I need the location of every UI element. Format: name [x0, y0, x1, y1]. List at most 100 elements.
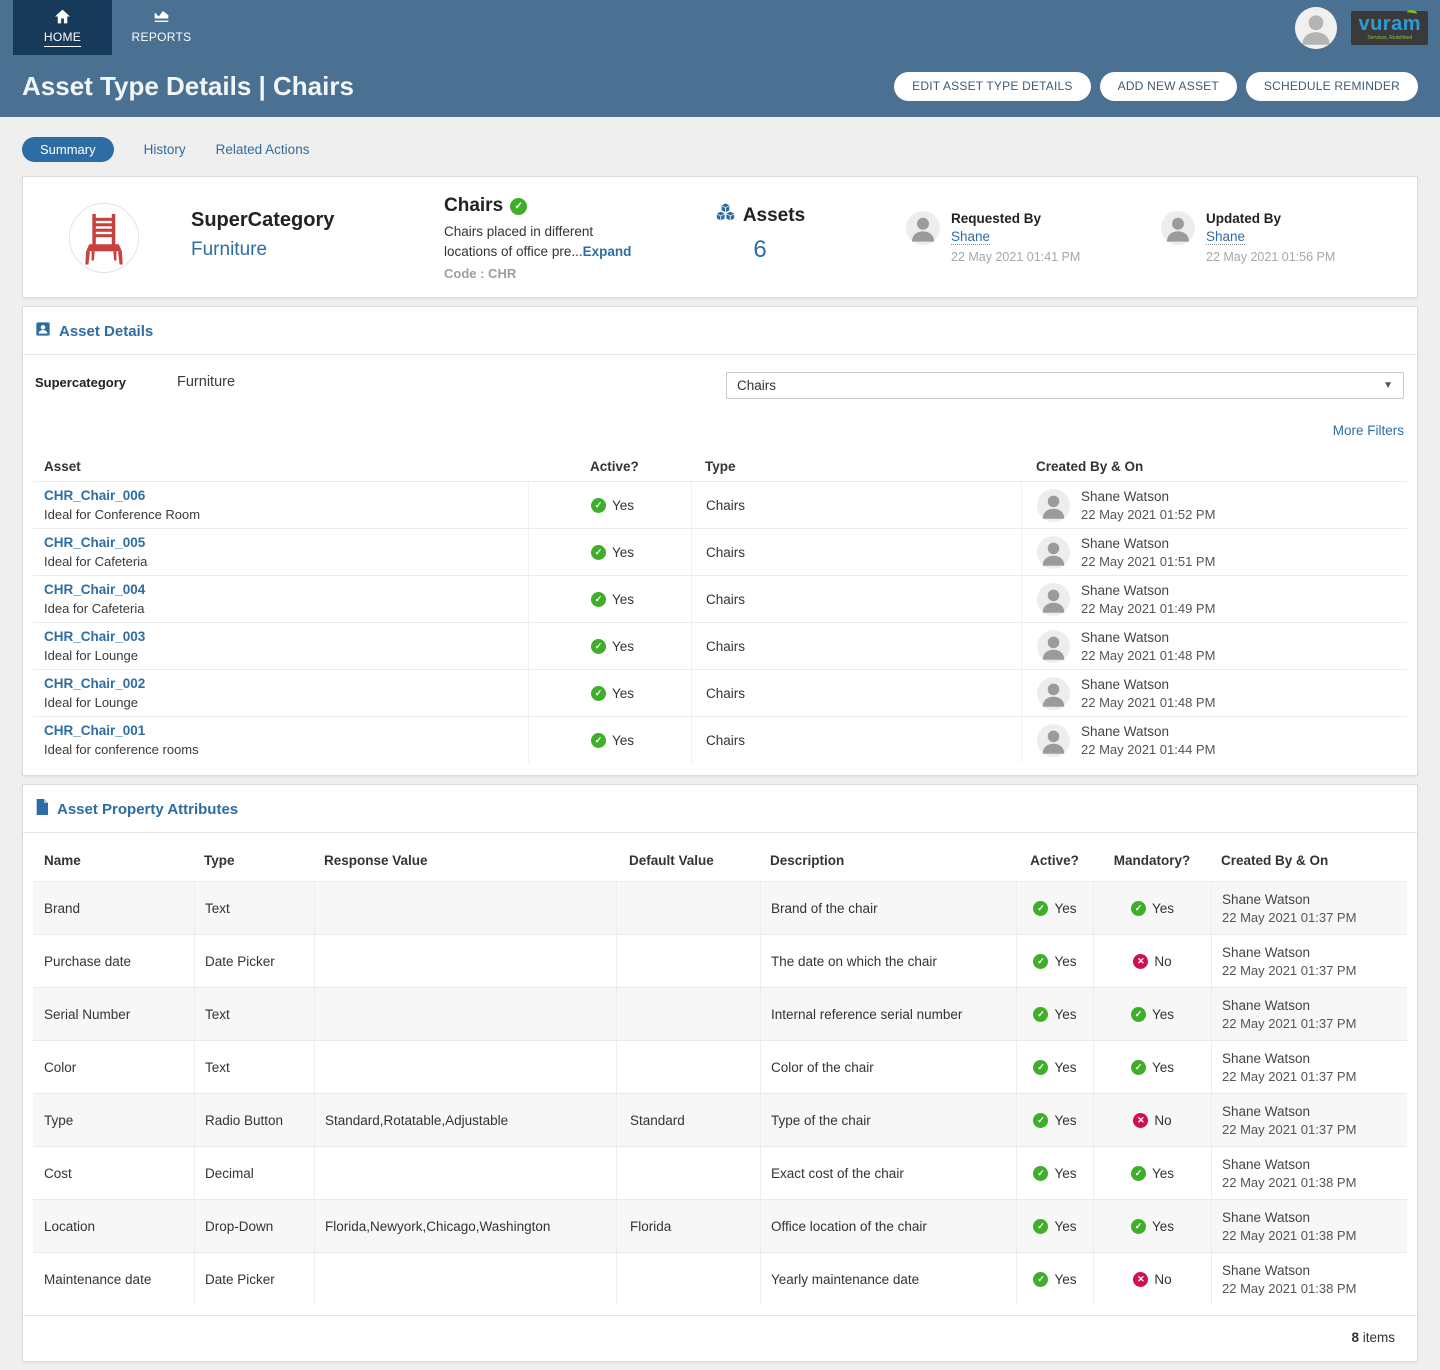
requested-by-name[interactable]: Shane — [951, 229, 991, 245]
top-header: HOME REPORTS vuram Services, Redefined A… — [0, 0, 1440, 117]
active-badge: ✓ Yes — [591, 732, 634, 748]
asset-link[interactable]: CHR_Chair_005 — [44, 535, 146, 550]
asset-type-image — [69, 203, 139, 273]
asset-type-name: Chairs — [444, 195, 504, 216]
table-row: Maintenance date Date Picker Yearly main… — [33, 1252, 1407, 1305]
chevron-down-icon: ▼ — [1383, 380, 1393, 391]
supercategory-value[interactable]: Furniture — [191, 239, 268, 260]
asset-link[interactable]: CHR_Chair_004 — [44, 582, 146, 597]
schedule-reminder-button[interactable]: SCHEDULE REMINDER — [1245, 71, 1418, 101]
requested-by-time: 22 May 2021 01:41 PM — [951, 250, 1081, 264]
avatar — [1037, 582, 1070, 616]
updated-by-label: Updated By — [1206, 211, 1282, 226]
chair-image — [85, 213, 123, 265]
asset-type-dropdown-value: Chairs — [737, 378, 777, 393]
asset-link[interactable]: CHR_Chair_003 — [44, 629, 146, 644]
asset-property-attributes-title: Asset Property Attributes — [57, 801, 239, 818]
mandatory-badge: ✓ Yes — [1130, 1059, 1174, 1075]
nav-tab-reports[interactable]: REPORTS — [112, 0, 211, 55]
attributes-table-header: Name Type Response Value Default Value D… — [33, 839, 1407, 881]
updated-by-time: 22 May 2021 01:56 PM — [1206, 250, 1336, 264]
edit-asset-type-button[interactable]: EDIT ASSET TYPE DETAILS — [894, 71, 1091, 101]
avatar — [1037, 723, 1070, 757]
assets-count[interactable]: 6 — [753, 236, 767, 263]
col-name: Name — [44, 852, 81, 868]
asset-link[interactable]: CHR_Chair_006 — [44, 488, 146, 503]
leaf-icon — [1406, 8, 1418, 16]
asset-property-attributes-card: Asset Property Attributes Name Type Resp… — [22, 784, 1418, 1362]
col-active: Active? — [590, 458, 639, 474]
document-icon — [35, 799, 49, 820]
active-badge: ✓ Yes — [591, 685, 634, 701]
col-type: Type — [705, 458, 736, 474]
updated-by-name[interactable]: Shane — [1206, 229, 1246, 245]
col-created: Created By & On — [1221, 852, 1329, 868]
asset-type-description: Chairs placed in different — [444, 224, 594, 239]
attributes-table: Name Type Response Value Default Value D… — [33, 839, 1407, 1305]
asset-details-card: Asset Details Supercategory Furniture Ch… — [22, 306, 1418, 776]
expand-link[interactable]: Expand — [582, 244, 632, 260]
asset-link[interactable]: CHR_Chair_002 — [44, 676, 146, 691]
asset-list-table: Asset Active? Type Created By & On CHR_C… — [33, 451, 1407, 763]
table-row: Type Radio Button Standard,Rotatable,Adj… — [33, 1093, 1407, 1146]
tab-summary[interactable]: Summary — [22, 137, 114, 162]
active-badge: ✓ Yes — [591, 638, 634, 654]
mandatory-badge: ✕ No — [1133, 953, 1172, 969]
avatar — [1037, 676, 1070, 710]
active-badge: ✓ Yes — [1033, 900, 1077, 916]
mandatory-badge: ✕ No — [1133, 1112, 1172, 1128]
page-title: Asset Type Details | Chairs — [22, 70, 354, 101]
asset-link[interactable]: CHR_Chair_001 — [44, 723, 146, 738]
add-new-asset-button[interactable]: ADD NEW ASSET — [1099, 71, 1237, 101]
col-created: Created By & On — [1036, 458, 1144, 474]
asset-table-header: Asset Active? Type Created By & On — [33, 451, 1407, 481]
mandatory-badge: ✓ Yes — [1130, 1218, 1174, 1234]
avatar — [1037, 629, 1070, 663]
tab-history[interactable]: History — [143, 142, 186, 157]
table-row: Location Drop-Down Florida,Newyork,Chica… — [33, 1199, 1407, 1252]
vuram-logo-text: vuram — [1358, 8, 1421, 34]
table-row: Serial Number Text Internal reference se… — [33, 987, 1407, 1040]
mandatory-badge: ✓ Yes — [1130, 1165, 1174, 1181]
avatar — [1037, 488, 1070, 522]
more-filters-link[interactable]: More Filters — [1332, 423, 1404, 438]
col-type: Type — [204, 852, 235, 868]
mandatory-badge: ✕ No — [1133, 1271, 1172, 1287]
assets-cubes-icon — [715, 203, 736, 228]
asset-details-title: Asset Details — [59, 323, 154, 340]
nav-home-label: HOME — [43, 30, 82, 47]
requested-by-avatar — [906, 211, 940, 245]
active-badge: ✓ Yes — [1033, 1059, 1077, 1075]
filter-supercategory-label: Supercategory — [35, 375, 127, 390]
active-badge: ✓ Yes — [1033, 1165, 1077, 1181]
home-icon — [54, 9, 71, 27]
nav-tab-home[interactable]: HOME — [13, 0, 112, 55]
col-response: Response Value — [324, 852, 428, 868]
active-badge: ✓ Yes — [591, 544, 634, 560]
summary-card: SuperCategory Furniture Chairs ✓ Chairs … — [22, 176, 1418, 298]
table-row: Cost Decimal Exact cost of the chair ✓ Ye… — [33, 1146, 1407, 1199]
active-badge: ✓ Yes — [1033, 953, 1077, 969]
table-row: CHR_Chair_005 Ideal for Cafeteria ✓ Yes Ch… — [33, 528, 1407, 575]
asset-type-dropdown[interactable]: Chairs ▼ — [726, 372, 1404, 399]
filter-supercategory-value: Furniture — [177, 374, 236, 390]
mandatory-badge: ✓ Yes — [1130, 900, 1174, 916]
col-active: Active? — [1030, 852, 1079, 868]
col-default: Default Value — [629, 852, 714, 868]
table-row: CHR_Chair_004 Idea for Cafeteria ✓ Yes Cha… — [33, 575, 1407, 622]
col-mandatory: Mandatory? — [1113, 852, 1191, 868]
table-row: CHR_Chair_001 Ideal for conference rooms … — [33, 716, 1407, 763]
items-count: 8 items — [23, 1315, 1417, 1361]
updated-by-avatar — [1161, 211, 1195, 245]
view-tabs: Summary History Related Actions — [0, 117, 1440, 176]
table-row: Color Text Color of the chair ✓ Yes ✓ Yes … — [33, 1040, 1407, 1093]
vuram-logo-tagline: Services, Redefined — [1367, 34, 1413, 41]
active-badge: ✓ Yes — [1033, 1218, 1077, 1234]
mandatory-badge: ✓ Yes — [1130, 1006, 1174, 1022]
table-row: CHR_Chair_002 Ideal for Lounge ✓ Yes Chair… — [33, 669, 1407, 716]
tab-related-actions[interactable]: Related Actions — [215, 142, 310, 157]
vuram-logo: vuram Services, Redefined — [1351, 8, 1428, 45]
table-row: Purchase date Date Picker The date on wh… — [33, 934, 1407, 987]
reports-icon — [153, 9, 170, 27]
user-avatar[interactable] — [1295, 6, 1338, 49]
